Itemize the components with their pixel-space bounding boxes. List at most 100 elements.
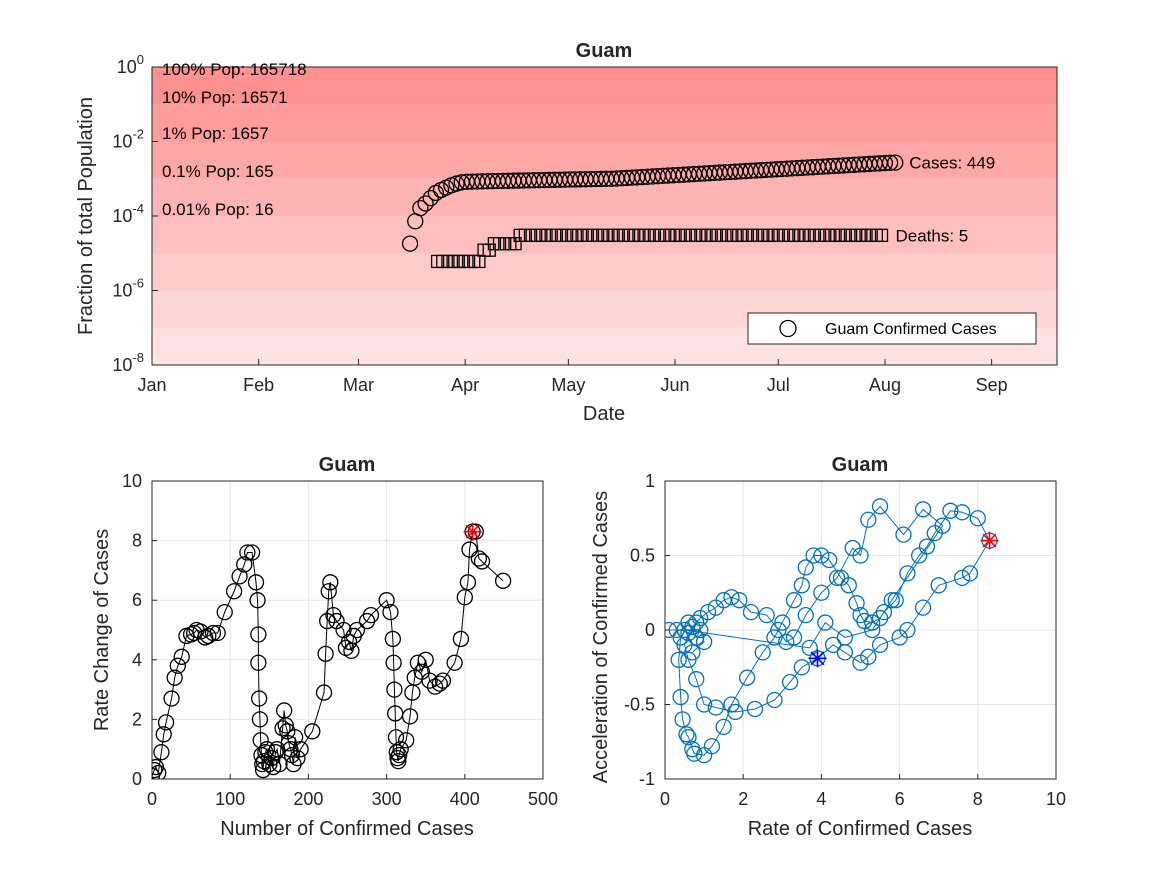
data-point: [401, 708, 419, 725]
br-chart-title: Guam: [832, 454, 889, 476]
data-point: [192, 623, 209, 640]
data-point: [494, 572, 512, 589]
data-point: [738, 669, 756, 686]
data-point: [852, 654, 869, 671]
data-point: [250, 690, 268, 707]
reference-point-star: [808, 649, 827, 668]
x-tick-label: 10: [1046, 789, 1066, 809]
data-point: [824, 636, 842, 654]
data-point: [461, 541, 478, 558]
x-tick-label: 0: [660, 789, 670, 809]
data-point: [899, 565, 916, 582]
data-point: [758, 606, 775, 624]
data-point: [277, 717, 294, 734]
cases-marker: [412, 199, 429, 217]
series-end-labels: Cases: 449 Deaths: 5: [896, 154, 996, 246]
data-point: [695, 633, 713, 651]
data-point: [871, 636, 889, 654]
data-point: [860, 511, 877, 528]
population-level-labels: 100% Pop: 165718 10% Pop: 16571 1% Pop: 16…: [162, 60, 307, 219]
data-point: [813, 547, 830, 564]
data-point: [166, 669, 183, 686]
y-tick-label: 6: [132, 590, 142, 610]
data-point: [254, 761, 272, 779]
connecting-line: [668, 505, 991, 756]
data-point: [157, 714, 175, 731]
data-point: [239, 544, 256, 561]
y-tick-label: 0: [645, 620, 655, 640]
data-point: [459, 574, 477, 591]
data-point: [254, 755, 271, 773]
data-point: [797, 606, 814, 624]
data-point: [770, 621, 787, 639]
data-point: [969, 510, 986, 527]
top-y-tick-label: 100: [117, 52, 144, 77]
x-tick-label: 0: [147, 789, 157, 809]
top-x-tick-label: Jan: [137, 375, 166, 395]
data-point: [746, 700, 764, 718]
data-point: [251, 711, 269, 728]
data-point: [153, 744, 170, 761]
data-point: [317, 645, 334, 662]
data-point: [699, 603, 717, 621]
data-point: [848, 595, 865, 612]
cases-marker: [887, 154, 904, 171]
bl-series-marks: [152, 522, 512, 779]
data-point: [680, 651, 697, 668]
data-point: [390, 747, 408, 764]
data-point: [864, 614, 881, 631]
data-point: [703, 738, 721, 755]
data-point: [257, 744, 274, 761]
data-point: [155, 726, 172, 743]
data-point: [169, 657, 186, 674]
data-point: [805, 547, 822, 564]
data-point: [785, 629, 803, 646]
data-point: [446, 654, 463, 671]
data-point: [895, 526, 912, 543]
data-point: [668, 621, 685, 639]
data-point: [828, 569, 846, 586]
bottom-left-chart: Guam Number of Confirmed Cases Rate Chan…: [91, 454, 558, 840]
top-x-tick-label: Apr: [451, 375, 479, 395]
data-point: [871, 498, 889, 515]
data-point: [152, 761, 163, 779]
data-point: [386, 681, 403, 698]
population-level-label: 0.01% Pop: 16: [162, 200, 274, 219]
data-point: [231, 568, 248, 585]
top-x-tick-label: Feb: [243, 375, 274, 395]
y-tick-label: 8: [132, 531, 142, 551]
y-tick-label: 1: [645, 471, 655, 491]
x-tick-label: 6: [895, 789, 905, 809]
data-point: [840, 577, 857, 594]
data-point: [204, 624, 222, 642]
data-point: [249, 592, 266, 609]
top-x-ticks: Jan Feb Mar Apr May Jun Jul Aug Sep: [137, 359, 1008, 395]
bl-chart-title: Guam: [319, 454, 376, 476]
data-point: [271, 755, 288, 773]
data-point: [152, 764, 167, 779]
bl-ticks: 0 100 200 300 400 500 0 2 4 6 8 10: [122, 471, 558, 809]
bottom-right-chart: Guam Rate of Confirmed Cases Acceleratio…: [590, 454, 1066, 840]
top-legend: Guam Confirmed Cases: [747, 312, 1037, 345]
data-point: [688, 629, 705, 646]
data-point: [914, 501, 932, 518]
top-x-tick-label: Jun: [661, 375, 690, 395]
top-y-axis-label: Fraction of total Population: [75, 97, 97, 335]
x-tick-label: 200: [293, 789, 323, 809]
top-x-tick-label: Sep: [976, 375, 1008, 395]
population-level-label: 10% Pop: 16571: [162, 88, 288, 107]
data-point: [742, 603, 760, 621]
population-band: [152, 253, 1057, 291]
data-point: [173, 648, 190, 665]
data-point: [785, 592, 803, 609]
data-point: [684, 644, 701, 661]
br-x-axis-label: Rate of Confirmed Cases: [748, 818, 973, 840]
data-point: [378, 592, 395, 609]
top-x-tick-label: Jul: [767, 375, 790, 395]
data-point: [384, 630, 402, 648]
data-point: [225, 583, 243, 600]
deaths-marker: [472, 254, 486, 269]
data-point: [954, 504, 971, 521]
population-level-label: 1% Pop: 1657: [162, 124, 269, 143]
